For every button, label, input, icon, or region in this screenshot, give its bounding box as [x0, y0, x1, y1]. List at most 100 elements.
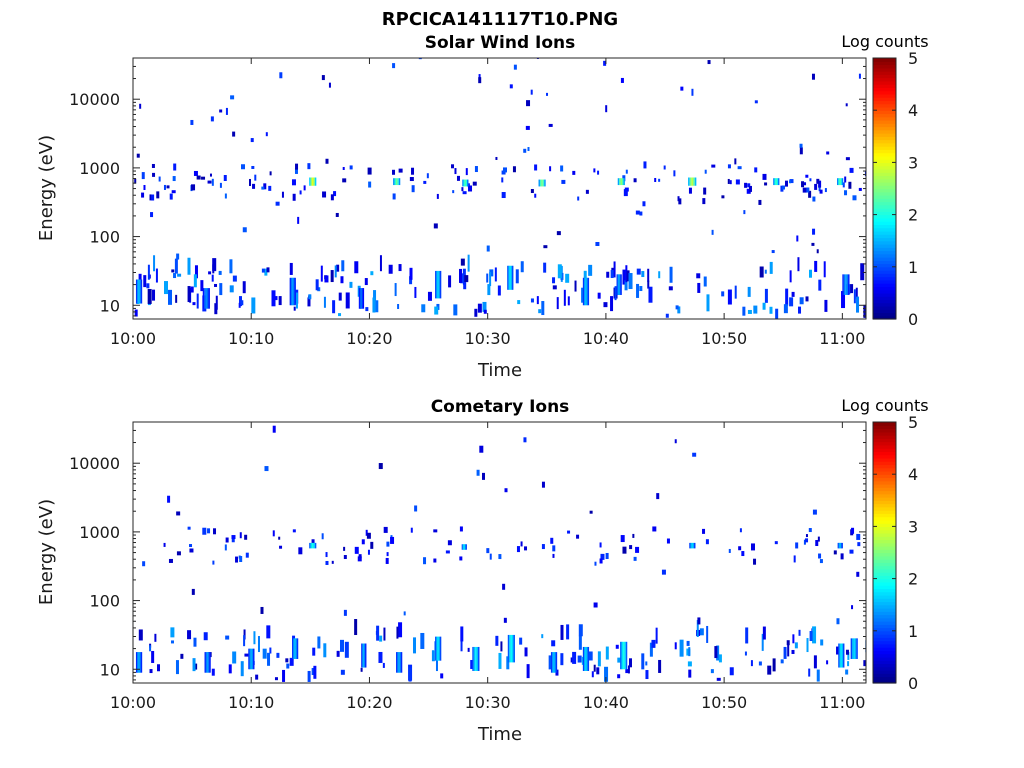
- heatmap-cell: [538, 309, 542, 314]
- heatmap-cell: [172, 176, 176, 182]
- y-tick-label: 10: [100, 296, 120, 315]
- heatmap-cell: [703, 187, 707, 195]
- heatmap-cell: [501, 192, 506, 199]
- heatmap-cell: [433, 223, 438, 229]
- heatmap-feature: [620, 641, 622, 670]
- heatmap-cell: [152, 289, 156, 301]
- x-tick-label: 10:20: [346, 329, 392, 348]
- heatmap-cell: [465, 168, 468, 176]
- heatmap-cell: [434, 306, 439, 315]
- heatmap-cell: [617, 674, 621, 679]
- heatmap-cell: [808, 190, 812, 198]
- heatmap-cell: [548, 123, 553, 127]
- heatmap-cell: [502, 167, 507, 173]
- heatmap-cell: [338, 292, 342, 301]
- heatmap-cell: [552, 545, 556, 552]
- heatmap-cell: [239, 532, 242, 539]
- heatmap-feature: [842, 643, 845, 668]
- heatmap-cell: [836, 618, 840, 625]
- heatmap-cell: [354, 546, 359, 554]
- heatmap-cell: [814, 260, 818, 272]
- heatmap-cell: [166, 185, 170, 189]
- heatmap-cell: [209, 173, 212, 177]
- heatmap-cell: [633, 178, 637, 183]
- heatmap-cell: [728, 548, 731, 553]
- heatmap-cell: [345, 292, 350, 309]
- heatmap-cell: [789, 180, 792, 184]
- heatmap-cell: [541, 634, 544, 639]
- heatmap-cell: [669, 266, 673, 283]
- heatmap-cell: [372, 297, 376, 313]
- heatmap-cell: [633, 556, 637, 561]
- heatmap-cell: [615, 644, 619, 649]
- heatmap-cell: [836, 646, 841, 655]
- heatmap-cell: [738, 546, 742, 551]
- heatmap-cell: [138, 629, 143, 641]
- heatmap-cell: [200, 280, 204, 292]
- heatmap-cell: [482, 301, 487, 312]
- heatmap-cell: [668, 286, 673, 291]
- heatmap-cell: [819, 559, 823, 564]
- y-tick-label: 10: [100, 660, 120, 679]
- heatmap-cell: [842, 182, 845, 188]
- heatmap-cell: [187, 526, 191, 530]
- heatmap-cell: [823, 261, 826, 278]
- heatmap-feature: [313, 177, 315, 186]
- heatmap-cell: [814, 183, 818, 190]
- heatmap-cell: [706, 294, 710, 312]
- heatmap-cell: [826, 151, 830, 155]
- heatmap-cell: [358, 554, 362, 559]
- colorbar-tick-label: 4: [908, 465, 918, 484]
- heatmap-cell: [224, 193, 227, 199]
- heatmap-cell: [151, 650, 155, 663]
- heatmap-cell: [203, 632, 208, 641]
- heatmap-feature: [252, 648, 255, 670]
- heatmap-cell: [572, 170, 576, 175]
- heatmap-cell: [467, 183, 470, 188]
- heatmap-feature: [477, 646, 480, 671]
- heatmap-feature: [466, 179, 469, 187]
- heatmap-cell: [168, 289, 173, 305]
- heatmap-feature: [358, 288, 361, 309]
- heatmap-cell: [520, 541, 523, 547]
- heatmap-cell: [793, 555, 796, 563]
- heatmap-cell: [225, 537, 229, 543]
- heatmap-cell: [242, 227, 247, 233]
- heatmap-feature: [207, 288, 209, 309]
- heatmap-cell: [546, 92, 549, 96]
- heatmap-cell: [845, 103, 848, 107]
- colorbar-label-cometary: Log counts: [841, 396, 928, 415]
- heatmap-cell: [627, 665, 630, 674]
- heatmap-cell: [409, 267, 413, 280]
- heatmap-cell: [354, 261, 359, 274]
- heatmap-cell: [190, 286, 194, 293]
- heatmap-feature: [397, 178, 399, 186]
- heatmap-feature: [539, 179, 542, 187]
- heatmap-cell: [809, 178, 812, 182]
- heatmap-cell: [856, 571, 860, 577]
- heatmap-cell: [298, 547, 303, 555]
- heatmap-cell: [578, 624, 583, 637]
- heatmap-cell: [340, 276, 344, 284]
- heatmap-cell: [193, 274, 197, 288]
- heatmap-cell: [139, 103, 142, 109]
- heatmap-cell: [173, 273, 177, 279]
- heatmap-cell: [445, 550, 450, 554]
- heatmap-feature: [845, 274, 847, 295]
- heatmap-cell: [688, 187, 692, 194]
- heatmap-cell: [299, 190, 302, 195]
- heatmap-cell: [769, 261, 773, 274]
- heatmap-feature: [624, 641, 626, 670]
- heatmap-cell: [645, 661, 648, 666]
- heatmap-cell: [767, 665, 772, 675]
- heatmap-feature: [313, 542, 315, 549]
- heatmap-cell: [858, 187, 862, 191]
- heatmap-cell: [744, 182, 748, 188]
- heatmap-cell: [565, 273, 570, 283]
- x-tick-label: 10:30: [465, 693, 511, 712]
- heatmap-cell: [479, 445, 484, 453]
- heatmap-feature: [293, 638, 295, 659]
- heatmap-cell: [349, 281, 353, 288]
- heatmap-cell: [498, 554, 502, 560]
- heatmap-cell: [820, 639, 824, 646]
